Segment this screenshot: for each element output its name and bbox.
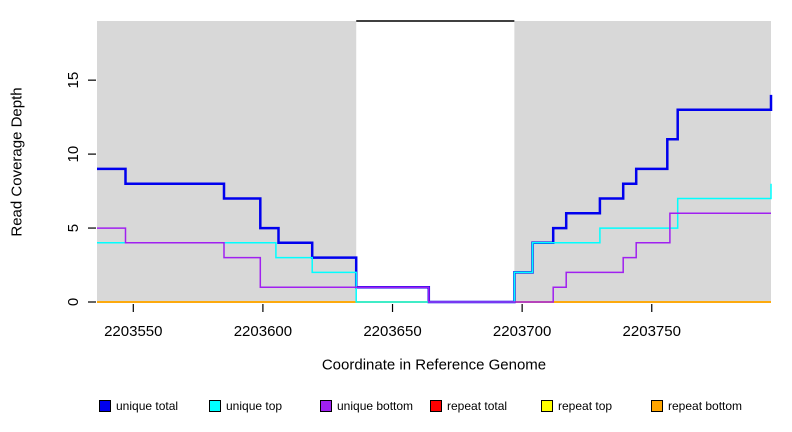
legend-swatch-repeat-bottom bbox=[651, 400, 663, 412]
legend-item-unique-total: unique total bbox=[99, 399, 178, 413]
legend-item-unique-bottom: unique bottom bbox=[320, 399, 413, 413]
legend-item-repeat-total: repeat total bbox=[430, 399, 507, 413]
x-tick-label: 2203550 bbox=[104, 323, 162, 340]
series-unique-top-line bbox=[97, 183, 772, 303]
x-tick-label: 2203750 bbox=[623, 323, 681, 340]
legend-label: repeat bottom bbox=[668, 399, 743, 413]
x-tick-label: 2203700 bbox=[493, 323, 551, 340]
legend-swatch-repeat-total bbox=[430, 400, 442, 412]
plot-shaded-region-right bbox=[514, 21, 771, 303]
y-tick-label: 5 bbox=[65, 224, 82, 232]
legend-label: unique bottom bbox=[337, 399, 414, 413]
legend-label: unique total bbox=[116, 399, 179, 413]
legend-swatch-unique-total bbox=[99, 400, 111, 412]
plot-shaded-region-left bbox=[97, 21, 357, 303]
legend-item-repeat-bottom: repeat bottom bbox=[651, 399, 742, 413]
legend-swatch-repeat-top bbox=[541, 400, 553, 412]
x-tick-label: 2203600 bbox=[234, 323, 292, 340]
series-unique-bottom-line bbox=[97, 212, 771, 303]
legend-item-repeat-top: repeat top bbox=[541, 399, 612, 413]
x-tick-label: 2203650 bbox=[363, 323, 421, 340]
y-tick-label: 10 bbox=[65, 146, 82, 163]
legend-item-unique-top: unique top bbox=[209, 399, 282, 413]
x-axis-title: Coordinate in Reference Genome bbox=[321, 356, 547, 374]
legend-swatch-unique-bottom bbox=[320, 400, 332, 412]
legend: unique total unique top unique bottom re… bbox=[0, 399, 792, 415]
legend-swatch-unique-top bbox=[209, 400, 221, 412]
legend-label: repeat top bbox=[558, 399, 613, 413]
y-axis-title: Read Coverage Depth bbox=[8, 87, 26, 237]
legend-label: repeat total bbox=[447, 399, 508, 413]
legend-label: unique top bbox=[226, 399, 283, 413]
y-tick-label: 15 bbox=[65, 72, 82, 89]
y-tick-label: 0 bbox=[65, 298, 82, 306]
